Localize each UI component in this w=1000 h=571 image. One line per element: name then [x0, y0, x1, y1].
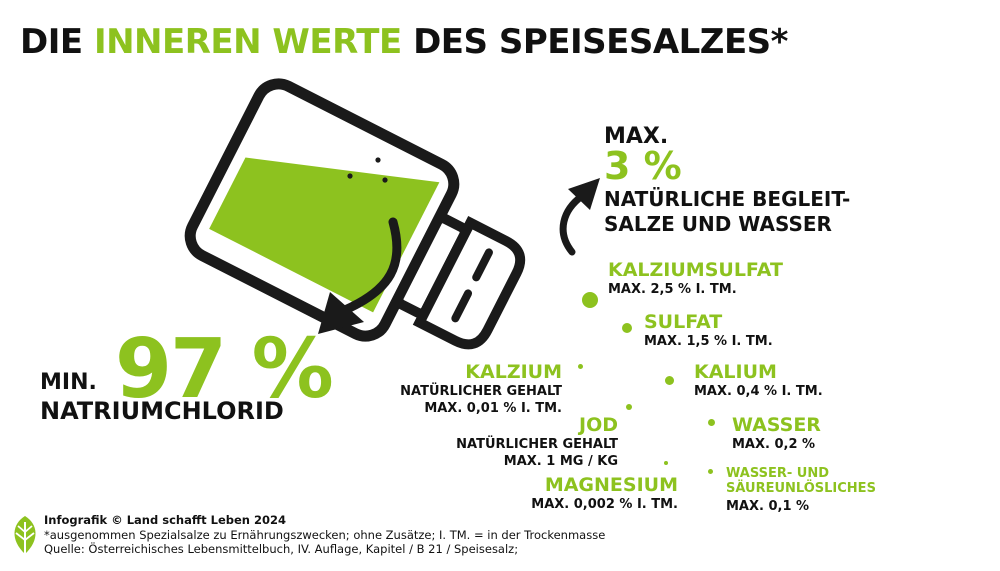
- main-min-label: MIN.: [40, 370, 97, 395]
- component-detail-2: MAX. 1 MG / KG: [503, 454, 618, 469]
- footer-source: Quelle: Österreichisches Lebensmittelbuc…: [44, 542, 519, 556]
- component-name: MAGNESIUM: [544, 474, 678, 496]
- secondary-max-label: MAX.: [604, 124, 669, 149]
- dot-kalzium: [578, 364, 583, 369]
- component-unloesliches: WASSER- UND SÄUREUNLÖSLICHES MAX. 0,1 %: [726, 466, 876, 515]
- component-detail-1: NATÜRLICHER GEHALT: [456, 437, 618, 452]
- component-name-2: SÄUREUNLÖSLICHES: [726, 481, 876, 496]
- dot-wasser: [708, 419, 715, 426]
- component-name: WASSER: [732, 414, 821, 436]
- component-name: KALZIUMSULFAT: [608, 259, 783, 281]
- component-kalzium: KALZIUM NATÜRLICHER GEHALT MAX. 0,01 % I…: [400, 361, 562, 417]
- component-wasser: WASSER MAX. 0,2 %: [732, 414, 821, 453]
- component-name: KALIUM: [694, 361, 777, 383]
- component-name-1: WASSER- UND: [726, 466, 829, 481]
- component-detail: MAX. 0,1 %: [726, 499, 810, 514]
- secondary-description: NATÜRLICHE BEGLEIT- SALZE UND WASSER: [604, 187, 850, 237]
- dot-sulfat: [622, 323, 632, 333]
- main-value: 97 %: [115, 322, 334, 417]
- component-kalziumsulfat: KALZIUMSULFAT MAX. 2,5 % I. TM.: [608, 259, 783, 298]
- component-detail: MAX. 0,2 %: [732, 437, 816, 452]
- page-title: DIE INNEREN WERTE DES SPEISESALZES*: [20, 22, 788, 62]
- secondary-line-1: NATÜRLICHE BEGLEIT-: [604, 187, 851, 211]
- component-detail: MAX. 0,4 % I. TM.: [694, 384, 823, 399]
- dot-magnesium: [664, 461, 668, 465]
- dot-unloesliches: [708, 469, 713, 474]
- component-detail-1: NATÜRLICHER GEHALT: [400, 384, 562, 399]
- main-name: NATRIUMCHLORID: [40, 397, 284, 425]
- component-name: JOD: [579, 414, 618, 436]
- title-part-2: DES SPEISESALZES*: [401, 22, 788, 62]
- dot-jod: [626, 404, 632, 410]
- component-name: SULFAT: [644, 311, 723, 333]
- component-magnesium: MAGNESIUM MAX. 0,002 % I. TM.: [531, 474, 678, 513]
- component-detail: MAX. 2,5 % I. TM.: [608, 282, 737, 297]
- component-detail-2: MAX. 0,01 % I. TM.: [424, 401, 562, 416]
- dot-kalziumsulfat: [582, 292, 598, 308]
- component-name: KALZIUM: [465, 361, 562, 383]
- footer-credit: Infografik © Land schafft Leben 2024: [44, 513, 287, 527]
- title-highlight: INNEREN WERTE: [93, 22, 402, 62]
- footer-note: *ausgenommen Spezialsalze zu Ernährungsz…: [44, 528, 606, 542]
- dot-kalium: [665, 376, 674, 385]
- component-jod: JOD NATÜRLICHER GEHALT MAX. 1 MG / KG: [456, 414, 618, 470]
- component-sulfat: SULFAT MAX. 1,5 % I. TM.: [644, 311, 773, 350]
- component-detail: MAX. 0,002 % I. TM.: [531, 497, 678, 512]
- title-part-1: DIE: [20, 22, 94, 62]
- component-kalium: KALIUM MAX. 0,4 % I. TM.: [694, 361, 823, 400]
- secondary-line-2: SALZE UND WASSER: [604, 212, 832, 236]
- secondary-value: 3 %: [604, 144, 682, 188]
- leaf-logo-icon: [14, 516, 36, 556]
- component-detail: MAX. 1,5 % I. TM.: [644, 334, 773, 349]
